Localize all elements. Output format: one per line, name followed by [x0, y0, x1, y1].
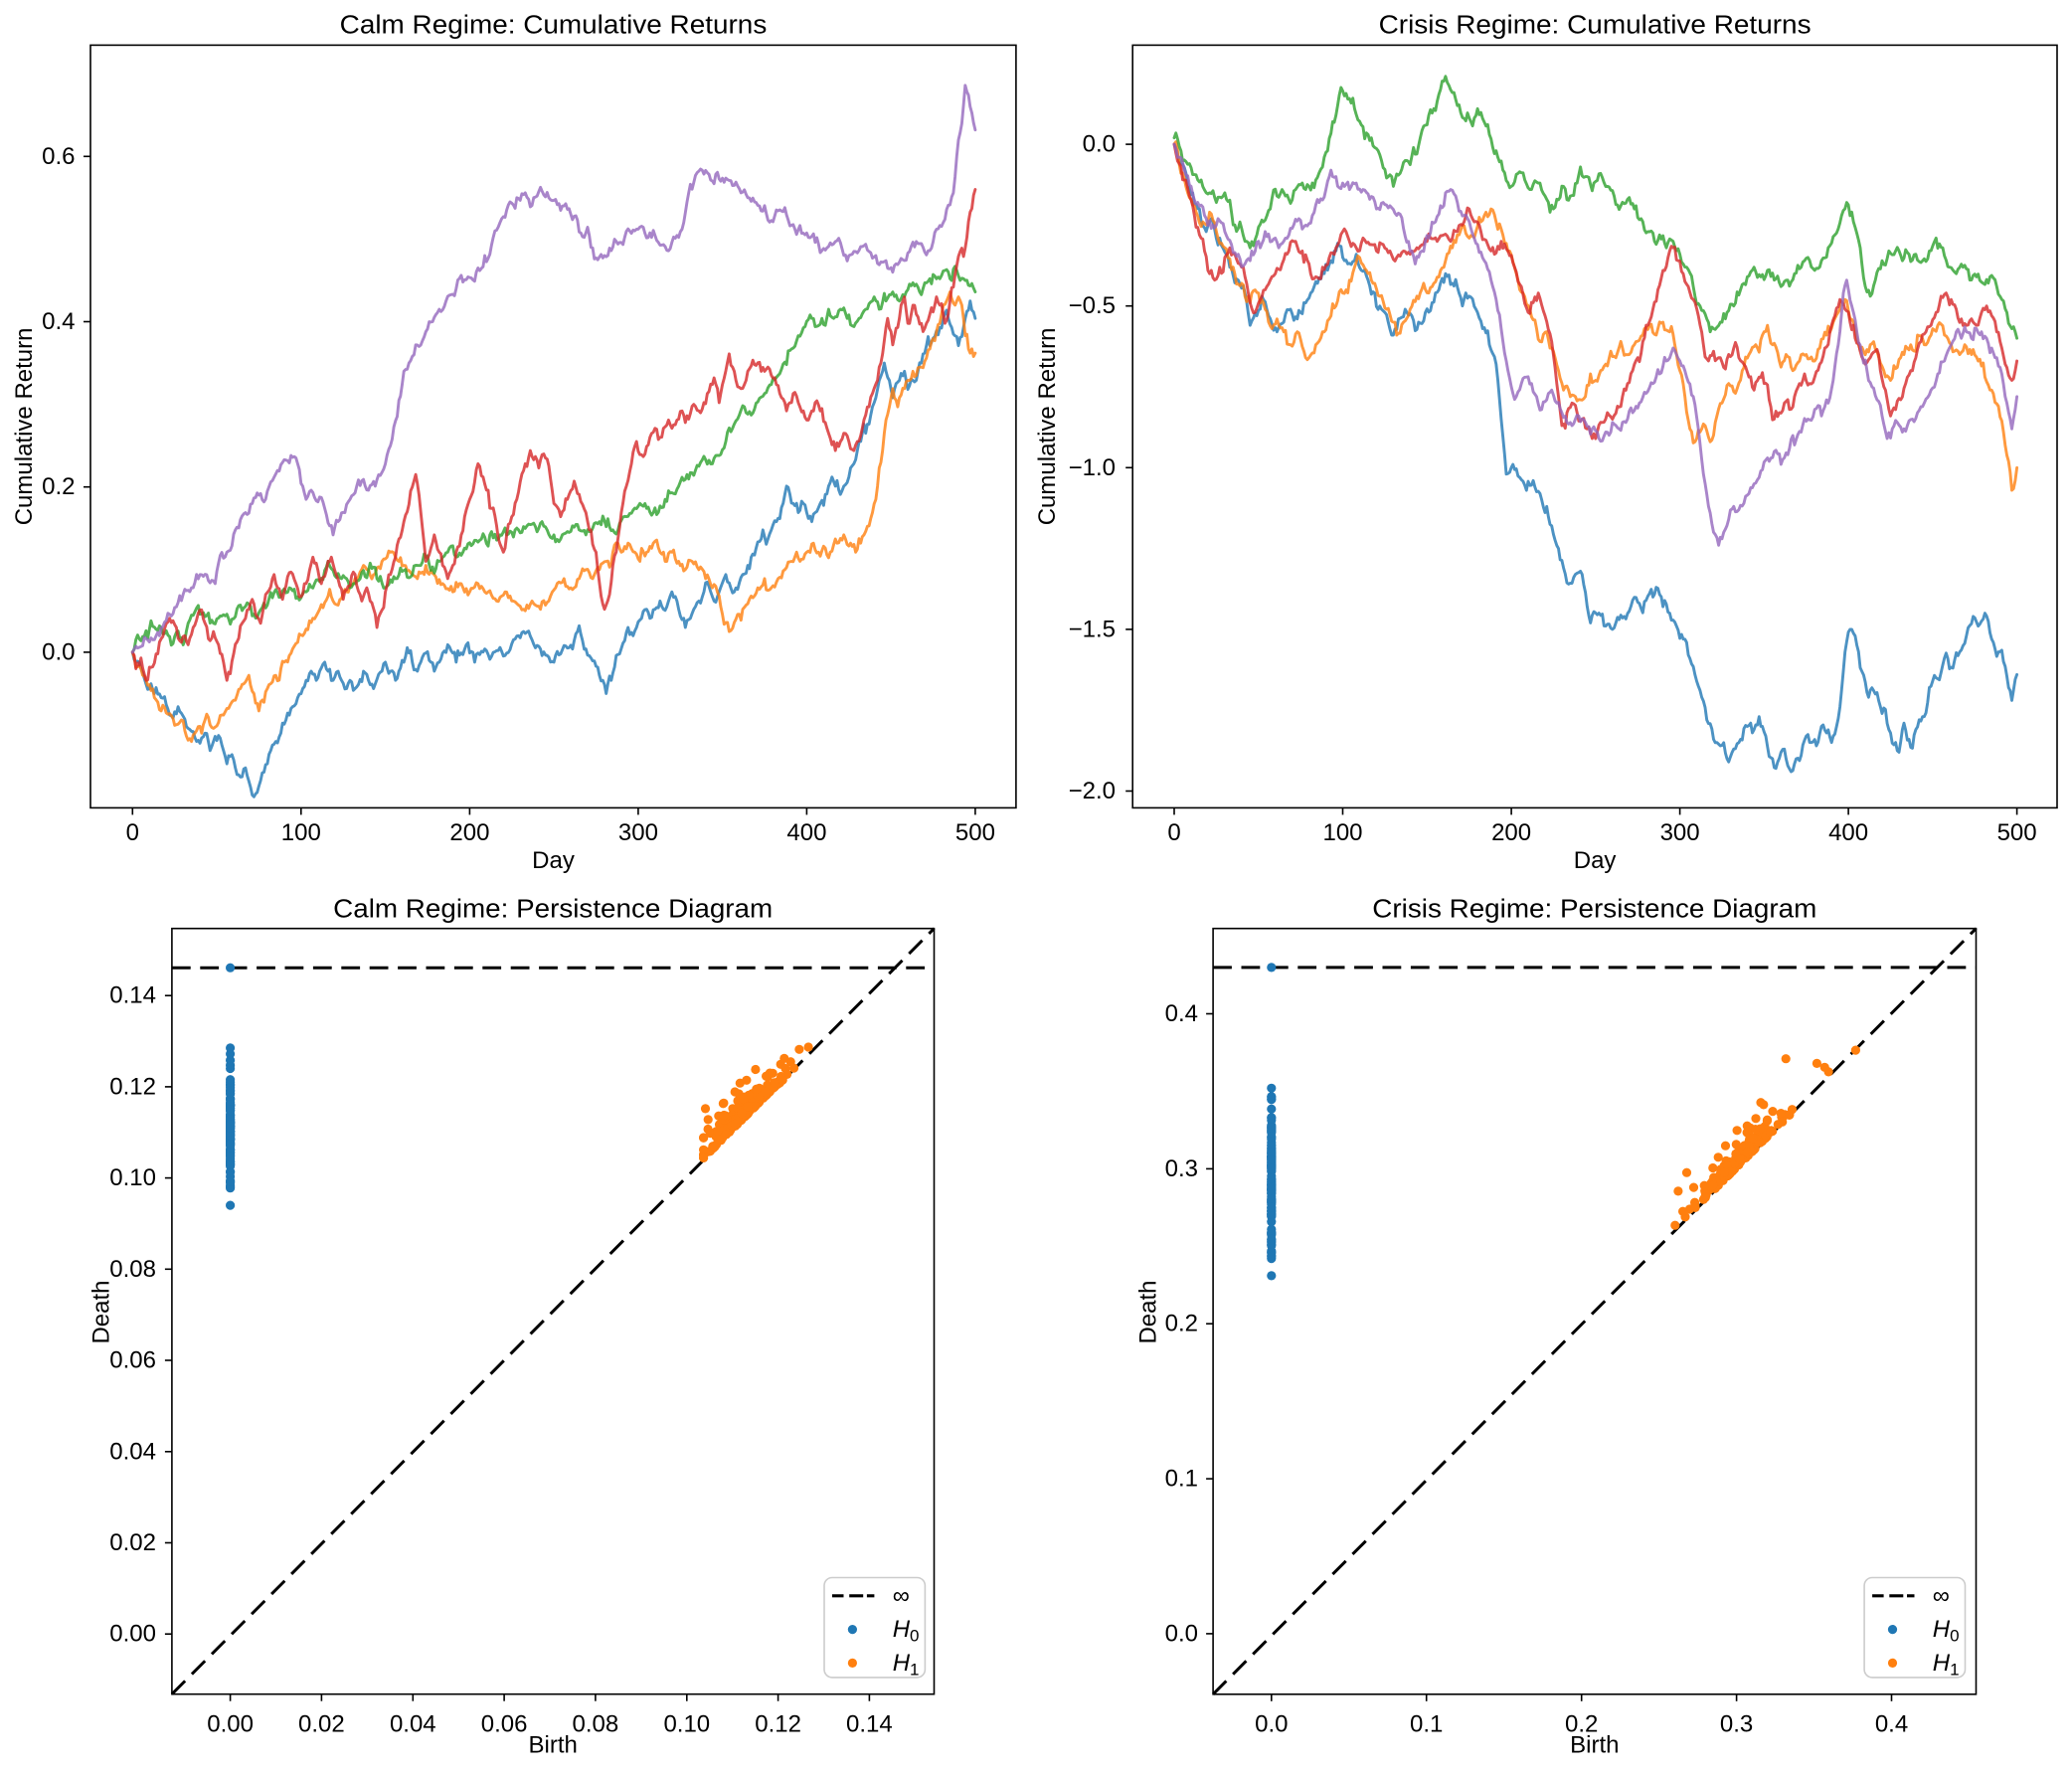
svg-text:0.1: 0.1: [1165, 1466, 1198, 1493]
svg-text:0: 0: [126, 819, 139, 846]
svg-text:0.2: 0.2: [1165, 1311, 1198, 1337]
svg-text:0.02: 0.02: [298, 1711, 345, 1738]
svg-text:0.08: 0.08: [573, 1711, 619, 1738]
svg-text:500: 500: [955, 819, 995, 846]
svg-text:400: 400: [786, 819, 826, 846]
svg-text:0.2: 0.2: [42, 473, 75, 500]
svg-text:0.6: 0.6: [42, 143, 75, 170]
svg-text:Crisis Regime: Cumulative Retu: Crisis Regime: Cumulative Returns: [1379, 11, 1812, 39]
svg-text:Death: Death: [1135, 1280, 1162, 1343]
svg-text:∞: ∞: [893, 1582, 910, 1609]
svg-text:0.12: 0.12: [755, 1711, 801, 1738]
svg-text:0.4: 0.4: [42, 308, 75, 335]
svg-text:Day: Day: [532, 847, 575, 874]
svg-text:0.12: 0.12: [109, 1073, 156, 1100]
svg-text:0.00: 0.00: [109, 1621, 156, 1648]
svg-text:0.14: 0.14: [109, 982, 156, 1009]
svg-text:0.02: 0.02: [109, 1529, 156, 1556]
svg-text:0.2: 0.2: [1565, 1711, 1598, 1738]
svg-text:∞: ∞: [1933, 1582, 1950, 1609]
svg-text:0.08: 0.08: [109, 1256, 156, 1283]
svg-text:0.04: 0.04: [390, 1711, 436, 1738]
svg-text:Birth: Birth: [529, 1732, 578, 1759]
svg-text:500: 500: [1997, 819, 2037, 846]
svg-text:−1.5: −1.5: [1069, 616, 1116, 642]
svg-text:300: 300: [1660, 819, 1700, 846]
svg-text:0.06: 0.06: [481, 1711, 528, 1738]
svg-text:Day: Day: [1574, 847, 1617, 874]
svg-text:Crisis Regime: Persistence Dia: Crisis Regime: Persistence Diagram: [1372, 896, 1816, 924]
svg-text:Cumulative Return: Cumulative Return: [1034, 328, 1061, 526]
svg-text:0.4: 0.4: [1165, 1000, 1198, 1027]
svg-text:300: 300: [618, 819, 658, 846]
svg-text:Birth: Birth: [1570, 1732, 1619, 1759]
svg-text:Calm Regime: Cumulative Return: Calm Regime: Cumulative Returns: [340, 11, 768, 39]
svg-text:0.04: 0.04: [109, 1438, 156, 1465]
svg-text:0.3: 0.3: [1165, 1155, 1198, 1182]
svg-text:0.06: 0.06: [109, 1347, 156, 1374]
svg-text:100: 100: [1322, 819, 1362, 846]
svg-text:0.1: 0.1: [1410, 1711, 1443, 1738]
svg-text:0.10: 0.10: [663, 1711, 710, 1738]
svg-text:0.0: 0.0: [1255, 1711, 1288, 1738]
svg-text:−1.0: −1.0: [1069, 454, 1116, 481]
svg-text:0.10: 0.10: [109, 1164, 156, 1191]
svg-text:0.00: 0.00: [207, 1711, 254, 1738]
svg-text:0.4: 0.4: [1875, 1711, 1908, 1738]
svg-text:Death: Death: [88, 1280, 115, 1343]
svg-text:Calm Regime: Persistence Diagr: Calm Regime: Persistence Diagram: [333, 896, 773, 924]
svg-text:100: 100: [281, 819, 321, 846]
svg-text:0.0: 0.0: [1165, 1620, 1198, 1647]
svg-text:200: 200: [449, 819, 489, 846]
svg-text:0.0: 0.0: [42, 638, 75, 665]
svg-text:0: 0: [1167, 819, 1180, 846]
svg-text:−2.0: −2.0: [1069, 778, 1116, 804]
svg-text:0.0: 0.0: [1083, 131, 1116, 158]
svg-text:Cumulative Return: Cumulative Return: [11, 328, 38, 526]
svg-text:400: 400: [1828, 819, 1868, 846]
svg-text:0.3: 0.3: [1720, 1711, 1753, 1738]
svg-text:−0.5: −0.5: [1069, 292, 1116, 319]
svg-text:0.14: 0.14: [846, 1711, 893, 1738]
svg-text:200: 200: [1491, 819, 1531, 846]
